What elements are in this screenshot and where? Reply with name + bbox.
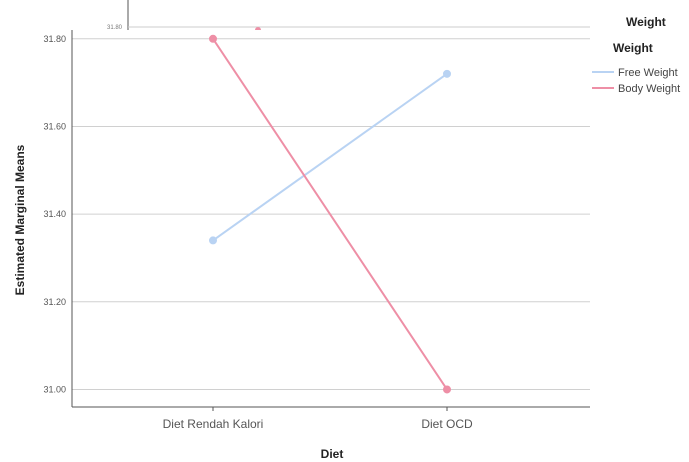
plot-background bbox=[72, 30, 590, 407]
series-point-0-0 bbox=[209, 236, 217, 245]
y-tick-label: 31.60 bbox=[43, 121, 66, 131]
x-axis-title: Diet bbox=[321, 447, 344, 461]
ghost-tick-label: 31.80 bbox=[107, 25, 123, 31]
series-point-0-1 bbox=[443, 69, 451, 78]
y-tick-label: 31.40 bbox=[43, 209, 66, 219]
legend-label-1: Body Weight bbox=[618, 83, 680, 95]
series-point-1-1 bbox=[443, 385, 451, 394]
x-tick-label: Diet Rendah Kalori bbox=[163, 417, 264, 431]
plot-area bbox=[71, 30, 590, 408]
ghost-legend-title: Weight bbox=[626, 15, 666, 29]
y-tick-label: 31.20 bbox=[43, 297, 66, 307]
x-tick-label: Diet OCD bbox=[421, 417, 473, 431]
y-tick-label: 31.00 bbox=[43, 384, 66, 394]
legend-label-0: Free Weight bbox=[618, 67, 678, 79]
x-axis: Diet Rendah Kalori Diet OCD bbox=[163, 407, 473, 431]
y-axis-title: Estimated Marginal Means bbox=[13, 144, 27, 295]
y-tick-label: 31.80 bbox=[43, 34, 66, 44]
y-axis: 31.80 31.60 31.40 31.20 31.00 bbox=[43, 34, 66, 395]
series-line-0 bbox=[212, 73, 448, 242]
ghost-header: 31.80 Weight bbox=[0, 0, 689, 33]
series-point-1-0 bbox=[209, 34, 217, 43]
legend-title: Weight bbox=[613, 41, 653, 55]
series-line-1 bbox=[212, 38, 448, 391]
legend: Weight Free Weight Body Weight bbox=[592, 41, 680, 95]
